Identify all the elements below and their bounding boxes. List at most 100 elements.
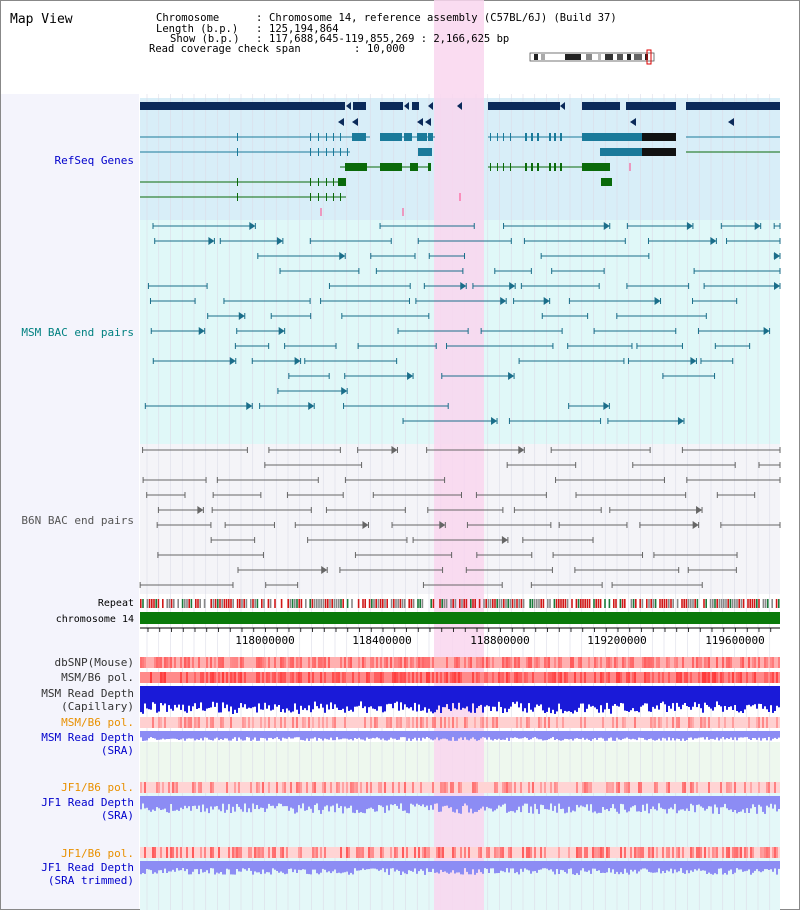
heat-cell (264, 657, 266, 668)
depth-bar (314, 796, 316, 805)
refseq-genes[interactable] (140, 102, 780, 216)
b6n-bac-end-pairs[interactable] (139, 446, 781, 588)
depth-bar (390, 686, 392, 704)
repeat-mark (672, 599, 674, 608)
depth-bar (316, 731, 318, 741)
depth-bar (664, 796, 666, 810)
depth-bar (214, 796, 216, 807)
depth-bar (258, 861, 260, 873)
heat-cell (160, 717, 162, 728)
heat-cell (308, 717, 310, 728)
depth-bar (358, 686, 360, 706)
depth-bar (362, 861, 364, 869)
depth-bar (604, 861, 606, 873)
depth-bar (212, 796, 214, 810)
depth-bar (396, 686, 398, 702)
exon (340, 193, 341, 201)
depth-bar (474, 686, 476, 713)
heat-cell (514, 782, 516, 793)
depth-bar (356, 796, 358, 810)
heat-cell (702, 672, 704, 683)
depth-bar (630, 861, 632, 870)
depth-bar (318, 796, 320, 811)
heat-cell (556, 717, 558, 728)
depth-bar (148, 796, 150, 811)
depth-bar (284, 796, 286, 807)
heat-cell (772, 657, 774, 668)
depth-bar (388, 861, 390, 875)
depth-bar (690, 861, 692, 871)
depth-bar (224, 796, 226, 813)
depth-bar (158, 686, 160, 712)
depth-bar (432, 731, 434, 741)
depth-bar (336, 861, 338, 874)
heat-cell (292, 672, 294, 683)
depth-bar (606, 861, 608, 873)
depth-bar (264, 731, 266, 739)
depth-bar (666, 731, 668, 741)
depth-bar (340, 861, 342, 874)
depth-bar (220, 796, 222, 812)
heat-cell (652, 847, 654, 858)
heat-cell (708, 657, 710, 668)
heat-bg (140, 717, 780, 728)
depth-bar (166, 686, 168, 712)
depth-bar (762, 686, 764, 709)
depth-bar (766, 686, 768, 710)
heat-cell (544, 672, 546, 683)
repeat-mark (507, 599, 509, 608)
depth-bar (540, 686, 542, 705)
heat-cell (616, 782, 618, 793)
heat-cell (334, 672, 336, 683)
highlight-region[interactable] (434, 0, 484, 910)
track-label-msm-bac[interactable]: MSM BAC end pairs (21, 326, 134, 339)
heat-cell (210, 672, 212, 683)
heat-cell (230, 717, 232, 728)
depth-bar (718, 686, 720, 705)
depth-bar (464, 861, 466, 869)
depth-bar (718, 796, 720, 814)
depth-bar (636, 731, 638, 741)
repeat-mark (542, 599, 545, 608)
depth-bar (354, 796, 356, 814)
heat-cell (726, 657, 728, 668)
depth-bar (744, 686, 746, 710)
repeat-mark (335, 599, 338, 608)
repeat-mark (703, 599, 705, 608)
depth-bar (406, 861, 408, 875)
depth-bar (732, 731, 734, 740)
depth-bar (228, 796, 230, 805)
depth-bar (562, 796, 564, 809)
heat-cell (616, 657, 618, 668)
depth-bar (346, 731, 348, 739)
depth-bar (726, 731, 728, 739)
depth-bar (546, 686, 548, 712)
repeat-mark (327, 599, 329, 608)
repeat-mark (487, 599, 490, 608)
depth-bar (430, 731, 432, 740)
repeat-mark (454, 599, 457, 608)
depth-bar (596, 861, 598, 871)
heat-cell (390, 657, 392, 668)
heat-cell (376, 657, 378, 668)
depth-bar (746, 861, 748, 871)
depth-bar (418, 796, 420, 805)
heat-cell (684, 672, 686, 683)
depth-bar (608, 796, 610, 812)
heat-cell (648, 657, 650, 668)
msm-bac-end-pairs[interactable] (144, 222, 781, 425)
depth-bar (702, 731, 704, 738)
track-label-refseq[interactable]: RefSeq Genes (55, 154, 134, 167)
depth-bar (324, 686, 326, 713)
heat-cell (502, 782, 504, 793)
heat-cell (628, 657, 630, 668)
depth-bar (616, 731, 618, 738)
depth-bar (434, 796, 436, 804)
chromosome-ideogram[interactable] (529, 49, 655, 65)
track-label-b6n-bac[interactable]: B6N BAC end pairs (21, 514, 134, 527)
depth-bar (612, 796, 614, 805)
depth-bar (372, 686, 374, 709)
repeat-mark (256, 599, 259, 608)
heat-cell (206, 717, 208, 728)
heat-cell (606, 782, 608, 793)
